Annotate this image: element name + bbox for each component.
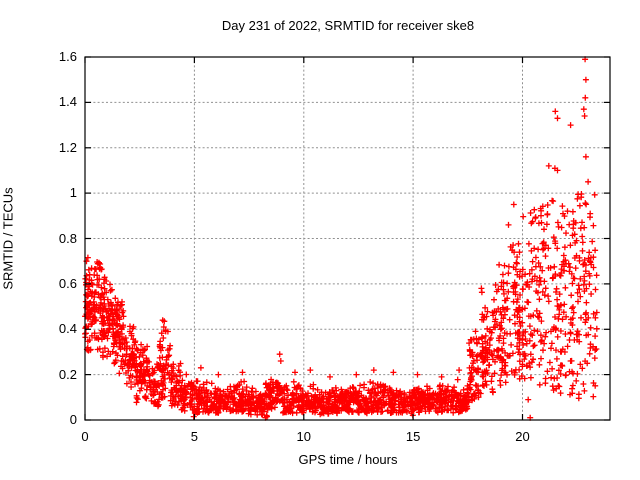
y-tick-label: 0.6	[58, 275, 77, 291]
y-tick-label: 1.6	[58, 49, 77, 64]
y-tick-label: 1.2	[58, 139, 77, 155]
y-tick-label: 0.8	[58, 230, 77, 246]
y-axis-label: SRMTID / TECUs	[0, 187, 16, 290]
y-tick-label: 1	[69, 185, 77, 201]
x-tick-label: 0	[81, 429, 89, 444]
x-axis-label: GPS time / hours	[298, 452, 398, 467]
scatter-points	[82, 56, 600, 421]
x-tick-label: 10	[296, 429, 311, 444]
x-tick-label: 5	[190, 429, 198, 444]
y-tick-label: 0	[69, 412, 77, 427]
y-tick-label: 1.4	[58, 94, 77, 110]
plot-border	[84, 56, 611, 421]
y-tick-label: 0.2	[58, 366, 77, 382]
x-tick-label: 20	[515, 429, 530, 444]
chart-title: Day 231 of 2022, SRMTID for receiver ske…	[221, 18, 475, 33]
y-tick-label: 0.4	[58, 321, 77, 337]
grid-lines	[85, 57, 610, 420]
x-tick-label: 15	[405, 429, 421, 444]
